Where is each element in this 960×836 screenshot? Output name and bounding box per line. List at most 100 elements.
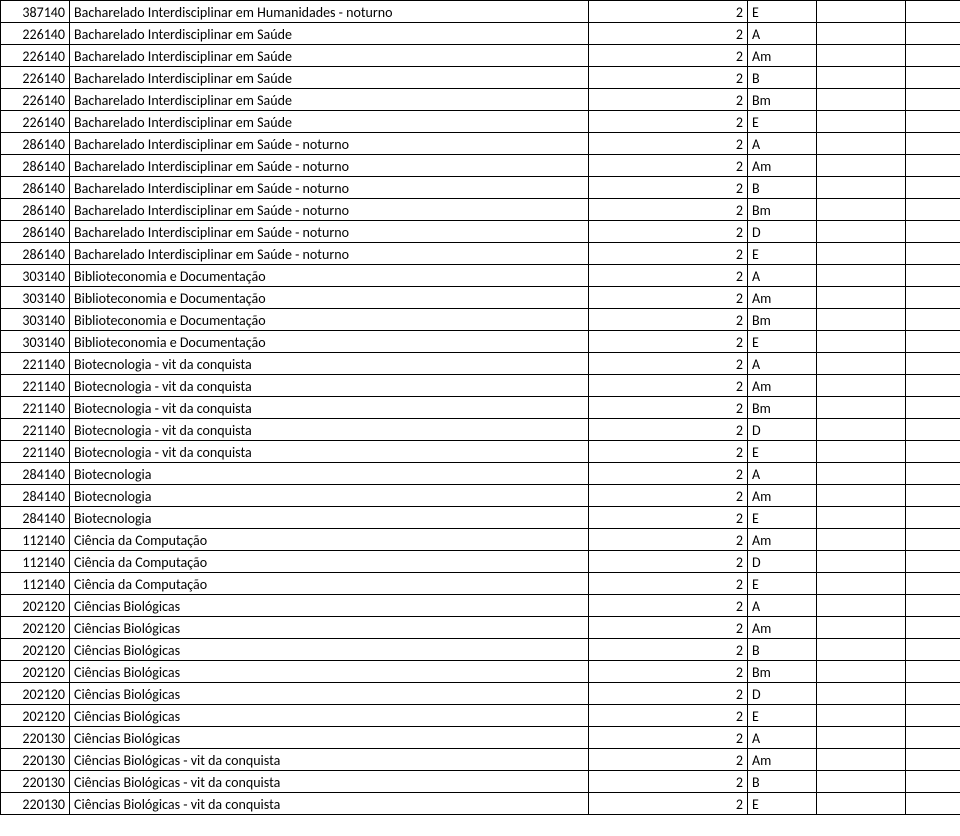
cell-n2: 3 bbox=[906, 375, 960, 397]
cell-blank bbox=[817, 375, 906, 397]
cell-code: 220130 bbox=[1, 793, 70, 815]
cell-n2: 4 bbox=[906, 507, 960, 529]
cell-n1: 2 bbox=[589, 661, 748, 683]
cell-desc: Bacharelado Interdisciplinar em Saúde - … bbox=[70, 155, 589, 177]
table-row: 284140Biotecnologia2A2 bbox=[1, 463, 960, 485]
cell-blank bbox=[817, 199, 906, 221]
table-row: 202120Ciências Biológicas2Am1 bbox=[1, 617, 960, 639]
table-row: 202120Ciências Biológicas2E12 bbox=[1, 705, 960, 727]
cell-n2: 2 bbox=[906, 353, 960, 375]
cell-cat: A bbox=[748, 353, 817, 375]
cell-code: 286140 bbox=[1, 243, 70, 265]
cell-code: 284140 bbox=[1, 463, 70, 485]
table-row: 202120Ciências Biológicas2Bm1 bbox=[1, 661, 960, 683]
cell-n2: 1 bbox=[906, 309, 960, 331]
cell-n2: 46 bbox=[906, 1, 960, 23]
cell-code: 221140 bbox=[1, 441, 70, 463]
cell-desc: Ciências Biológicas bbox=[70, 617, 589, 639]
cell-cat: B bbox=[748, 639, 817, 661]
cell-desc: Ciências Biológicas bbox=[70, 705, 589, 727]
cell-cat: Bm bbox=[748, 309, 817, 331]
cell-cat: D bbox=[748, 551, 817, 573]
cell-desc: Biblioteconomia e Documentação bbox=[70, 309, 589, 331]
cell-n2: 12 bbox=[906, 705, 960, 727]
cell-code: 303140 bbox=[1, 331, 70, 353]
cell-desc: Ciências Biológicas - vit da conquista bbox=[70, 771, 589, 793]
cell-desc: Ciências Biológicas - vit da conquista bbox=[70, 749, 589, 771]
cell-n1: 2 bbox=[589, 617, 748, 639]
table-row: 221140Biotecnologia - vit da conquista2B… bbox=[1, 397, 960, 419]
cell-code: 112140 bbox=[1, 573, 70, 595]
cell-code: 226140 bbox=[1, 23, 70, 45]
cell-desc: Bacharelado Interdisciplinar em Saúde bbox=[70, 23, 589, 45]
cell-code: 226140 bbox=[1, 67, 70, 89]
cell-code: 221140 bbox=[1, 397, 70, 419]
cell-blank bbox=[817, 177, 906, 199]
cell-blank bbox=[817, 617, 906, 639]
cell-n2: 1 bbox=[906, 771, 960, 793]
cell-cat: Am bbox=[748, 749, 817, 771]
cell-desc: Bacharelado Interdisciplinar em Saúde - … bbox=[70, 133, 589, 155]
cell-desc: Ciência da Computação bbox=[70, 573, 589, 595]
table-row: 226140Bacharelado Interdisciplinar em Sa… bbox=[1, 111, 960, 133]
table-row: 220130Ciências Biológicas - vit da conqu… bbox=[1, 749, 960, 771]
cell-code: 220130 bbox=[1, 727, 70, 749]
cell-cat: A bbox=[748, 595, 817, 617]
cell-n2: 18 bbox=[906, 155, 960, 177]
cell-desc: Bacharelado Interdisciplinar em Saúde - … bbox=[70, 199, 589, 221]
cell-blank bbox=[817, 529, 906, 551]
cell-code: 286140 bbox=[1, 221, 70, 243]
table-row: 284140Biotecnologia2Am3 bbox=[1, 485, 960, 507]
cell-cat: A bbox=[748, 23, 817, 45]
cell-n1: 2 bbox=[589, 353, 748, 375]
cell-desc: Biotecnologia - vit da conquista bbox=[70, 375, 589, 397]
table-row: 387140Bacharelado Interdisciplinar em Hu… bbox=[1, 1, 960, 23]
table-row: 112140Ciência da Computação2Am4 bbox=[1, 529, 960, 551]
cell-cat: Bm bbox=[748, 661, 817, 683]
table-row: 226140Bacharelado Interdisciplinar em Sa… bbox=[1, 89, 960, 111]
cell-n1: 2 bbox=[589, 23, 748, 45]
cell-n1: 2 bbox=[589, 133, 748, 155]
cell-cat: A bbox=[748, 265, 817, 287]
cell-n2: 1 bbox=[906, 683, 960, 705]
cell-n2: 42 bbox=[906, 243, 960, 265]
cell-desc: Biotecnologia bbox=[70, 507, 589, 529]
table-row: 303140Biblioteconomia e Documentação2A4 bbox=[1, 265, 960, 287]
cell-desc: Ciências Biológicas bbox=[70, 661, 589, 683]
table-row: 286140Bacharelado Interdisciplinar em Sa… bbox=[1, 199, 960, 221]
cell-n1: 2 bbox=[589, 309, 748, 331]
cell-n1: 2 bbox=[589, 1, 748, 23]
cell-blank bbox=[817, 463, 906, 485]
cell-cat: E bbox=[748, 331, 817, 353]
cell-blank bbox=[817, 67, 906, 89]
cell-n2: 9 bbox=[906, 45, 960, 67]
cell-n2: 1 bbox=[906, 221, 960, 243]
cell-code: 202120 bbox=[1, 617, 70, 639]
cell-n1: 2 bbox=[589, 397, 748, 419]
table-row: 284140Biotecnologia2E4 bbox=[1, 507, 960, 529]
cell-code: 286140 bbox=[1, 199, 70, 221]
cell-n1: 2 bbox=[589, 287, 748, 309]
cell-cat: A bbox=[748, 727, 817, 749]
cell-code: 112140 bbox=[1, 529, 70, 551]
table-row: 220130Ciências Biológicas2A3 bbox=[1, 727, 960, 749]
table-row: 112140Ciência da Computação2D1 bbox=[1, 551, 960, 573]
table-row: 226140Bacharelado Interdisciplinar em Sa… bbox=[1, 23, 960, 45]
cell-desc: Biblioteconomia e Documentação bbox=[70, 265, 589, 287]
cell-n1: 2 bbox=[589, 331, 748, 353]
cell-cat: E bbox=[748, 1, 817, 23]
cell-blank bbox=[817, 793, 906, 815]
cell-cat: Am bbox=[748, 617, 817, 639]
cell-desc: Biblioteconomia e Documentação bbox=[70, 287, 589, 309]
cell-code: 303140 bbox=[1, 309, 70, 331]
cell-blank bbox=[817, 683, 906, 705]
cell-code: 387140 bbox=[1, 1, 70, 23]
cell-cat: Bm bbox=[748, 89, 817, 111]
cell-desc: Biotecnologia - vit da conquista bbox=[70, 397, 589, 419]
cell-blank bbox=[817, 573, 906, 595]
cell-cat: E bbox=[748, 111, 817, 133]
cell-code: 202120 bbox=[1, 661, 70, 683]
cell-n1: 2 bbox=[589, 749, 748, 771]
cell-blank bbox=[817, 89, 906, 111]
table-row: 220130Ciências Biológicas - vit da conqu… bbox=[1, 771, 960, 793]
